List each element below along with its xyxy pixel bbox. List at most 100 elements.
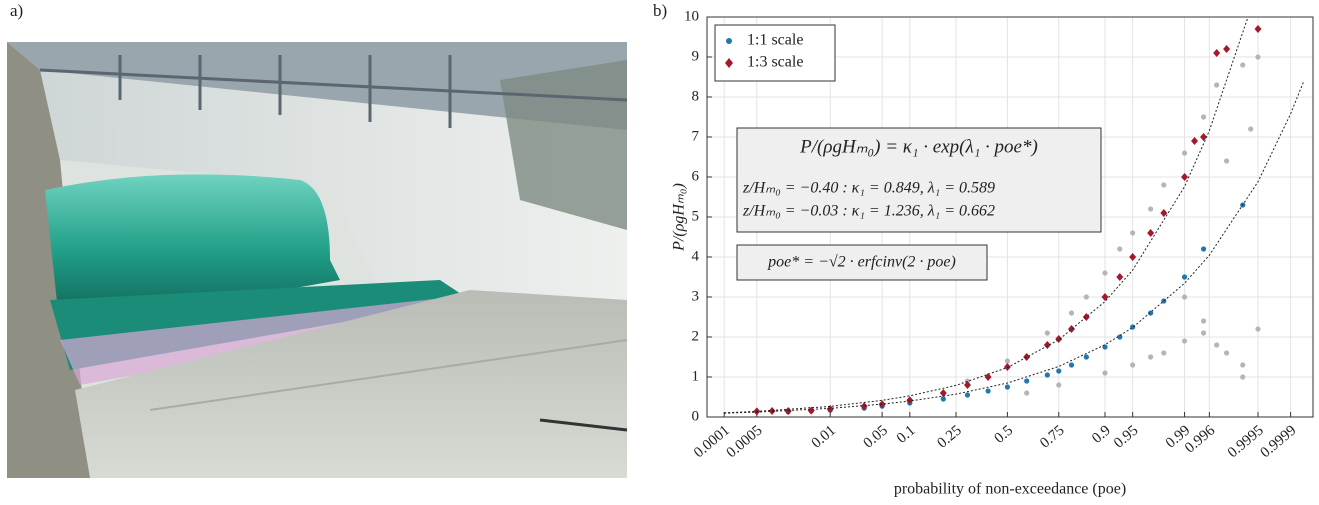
- data-point: [1056, 382, 1062, 388]
- y-tick-label: 4: [692, 248, 700, 264]
- data-point: [1024, 378, 1030, 384]
- data-point: [1200, 114, 1207, 120]
- photo: [7, 42, 628, 478]
- y-tick-label: 6: [692, 168, 700, 184]
- x-tick-label: 0.9995: [1225, 422, 1267, 461]
- equation: P/(ρgHₘ₀) = κ₁ · exp(λ₁ · poe*): [799, 136, 1038, 157]
- data-point: [1044, 330, 1050, 336]
- data-point: [1213, 49, 1221, 57]
- data-point: [1240, 362, 1246, 368]
- data-point: [1102, 270, 1108, 276]
- data-point: [1129, 253, 1137, 261]
- legend-marker: [725, 58, 733, 68]
- fit-line: [724, 17, 1249, 414]
- data-point: [963, 381, 971, 389]
- y-tick-label: 10: [684, 8, 699, 24]
- plot-frame: [706, 16, 1314, 418]
- data-point: [1255, 326, 1261, 332]
- panel-label: b): [653, 1, 667, 20]
- data-point: [939, 389, 947, 397]
- data-point: [1116, 273, 1124, 281]
- y-tick-label: 2: [692, 328, 700, 344]
- data-point: [1161, 350, 1167, 356]
- y-tick-label: 5: [692, 208, 700, 224]
- data-point: [768, 407, 776, 415]
- data-point: [878, 400, 886, 409]
- data-point: [1083, 294, 1089, 300]
- y-tick-label: 0: [692, 408, 700, 424]
- legend-label: 1:1 scale: [747, 32, 803, 49]
- x-tick-label: 0.01: [809, 422, 839, 451]
- data-point: [807, 406, 815, 415]
- data-point: [1004, 358, 1010, 364]
- legend-marker: [726, 38, 732, 44]
- x-tick-label: 0.5: [992, 422, 1017, 446]
- legend-box: [714, 24, 836, 82]
- panel-label: a): [10, 1, 23, 20]
- data-point: [1181, 274, 1188, 280]
- data-point: [1056, 368, 1062, 374]
- data-point: [1255, 54, 1261, 60]
- x-tick-label: 0.05: [861, 422, 891, 451]
- data-point: [1248, 126, 1254, 132]
- data-point: [1044, 372, 1050, 378]
- data-point: [1240, 374, 1246, 380]
- data-point: [1200, 330, 1207, 336]
- annotation-box: [736, 127, 1102, 233]
- data-point: [1223, 350, 1230, 356]
- annotation-box: [736, 244, 988, 281]
- data-point: [1214, 342, 1220, 348]
- y-tick-label: 3: [692, 288, 700, 304]
- data-point: [1191, 137, 1199, 145]
- data-point: [1068, 362, 1075, 368]
- x-tick-label: 0.9999: [1258, 422, 1300, 461]
- data-point: [1023, 353, 1031, 361]
- x-tick-label: 0.996: [1182, 422, 1219, 456]
- x-tick-label: 0.0005: [724, 422, 766, 461]
- data-point: [1181, 294, 1188, 300]
- data-point: [906, 396, 914, 405]
- y-tick-label: 7: [692, 128, 700, 144]
- x-tick-label: 0.75: [1037, 422, 1067, 451]
- definition: poe* = −√2 · erfcinv(2 · poe): [767, 254, 956, 271]
- data-point: [1148, 310, 1154, 316]
- data-point: [1200, 318, 1207, 324]
- data-point: [1181, 150, 1188, 156]
- data-point: [1161, 182, 1167, 188]
- data-point: [1214, 82, 1220, 88]
- data-point: [985, 388, 991, 394]
- y-tick-label: 8: [692, 88, 700, 104]
- data-point: [1130, 230, 1136, 236]
- data-point: [940, 396, 946, 402]
- y-axis-label: P/(ρgHₘ₀): [671, 183, 688, 252]
- x-tick-label: 0.0001: [691, 422, 733, 461]
- data-point: [1024, 390, 1030, 396]
- y-tick-label: 9: [692, 48, 700, 64]
- x-axis-label: probability of non-exceedance (poe): [894, 481, 1126, 498]
- legend-label: 1:3 scale: [747, 54, 803, 71]
- data-point: [1043, 341, 1051, 349]
- data-point: [1181, 173, 1189, 181]
- data-layer: [724, 17, 1305, 416]
- data-point: [1147, 229, 1155, 237]
- data-point: [964, 392, 971, 398]
- data-point: [1200, 133, 1208, 141]
- data-point: [1181, 338, 1188, 344]
- fit-parameters: z/Hₘ₀ = −0.40 : κ₁ = 0.849, λ₁ = 0.589: [742, 180, 995, 197]
- x-tick-label: 0.25: [934, 422, 964, 451]
- x-tick-label: 0.1: [894, 422, 919, 446]
- data-point: [1004, 384, 1010, 390]
- data-point: [1223, 45, 1231, 53]
- data-point: [1130, 362, 1136, 368]
- data-point: [1160, 209, 1168, 217]
- x-tick-label: 0.9: [1089, 422, 1114, 446]
- data-point: [1117, 334, 1123, 340]
- y-tick-label: 1: [692, 368, 700, 384]
- data-point: [1083, 354, 1089, 360]
- x-tick-label: 0.95: [1111, 422, 1141, 451]
- data-point: [1117, 246, 1123, 252]
- data-point: [1200, 246, 1207, 252]
